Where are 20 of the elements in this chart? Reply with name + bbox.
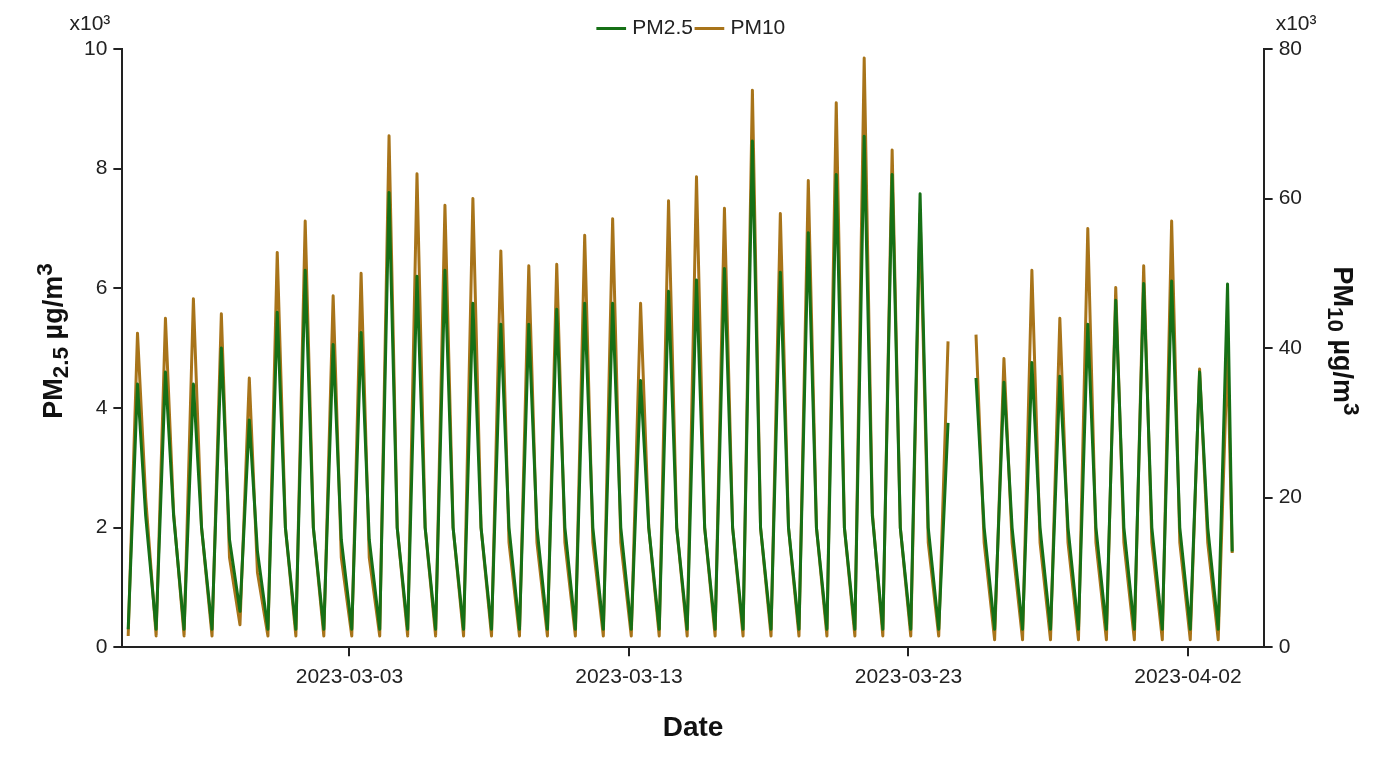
y2-tick-label: 40 [1278, 334, 1302, 358]
text: x10³ [69, 11, 111, 35]
y-tick-label: 4 [95, 394, 108, 418]
y-tick-label: 2 [95, 514, 108, 538]
legend-label: PM2.5 [632, 15, 693, 39]
y-tick-label: 6 [95, 275, 108, 299]
x-tick-label: 2023-03-23 [854, 663, 963, 687]
x-tick-label: 2023-03-13 [575, 663, 683, 687]
y-tick-label: 10 [84, 35, 108, 59]
x-tick-label: 2023-04-02 [1134, 663, 1242, 687]
x-axis-title: Date [662, 710, 724, 742]
y2-tick-label: 0 [1278, 634, 1291, 657]
x-tick-label: 2023-03-03 [295, 663, 404, 687]
legend-label: PM10 [730, 15, 786, 39]
y-tick-label: 0 [95, 634, 108, 657]
text: x10³ [1275, 11, 1317, 35]
y-tick-label: 8 [95, 155, 108, 179]
y2-tick-label: 80 [1278, 35, 1302, 59]
y2-tick-label: 20 [1278, 484, 1302, 508]
y2-tick-label: 60 [1278, 185, 1302, 209]
